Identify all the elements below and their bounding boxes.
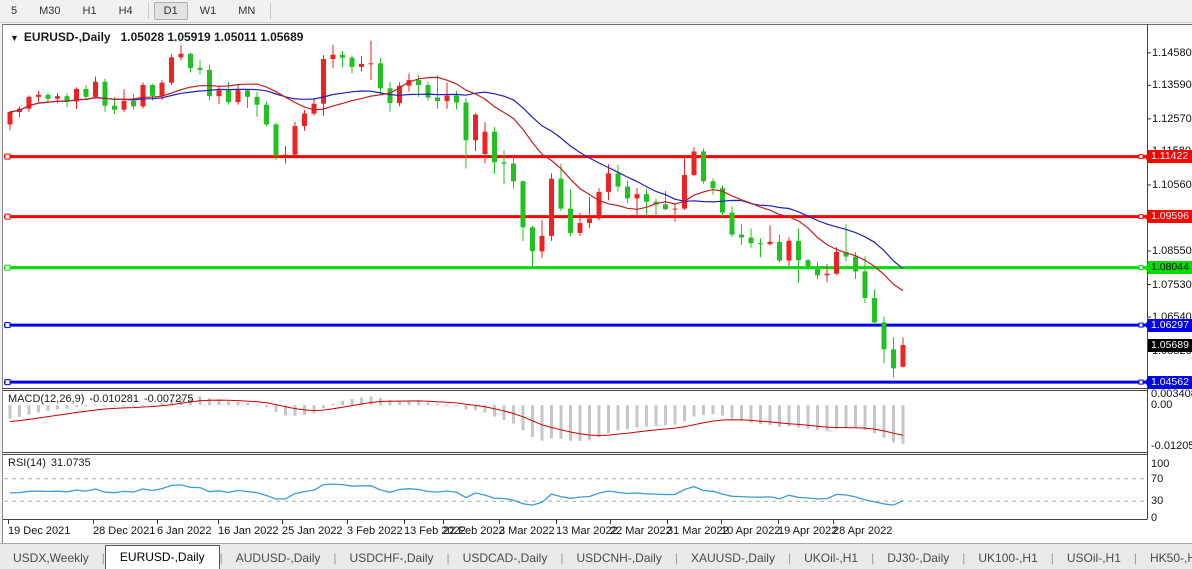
time-axis-label: 22 Mar 2022: [610, 525, 672, 537]
level-label-pointer: [1144, 321, 1148, 330]
time-axis-label: 19 Apr 2022: [778, 525, 838, 537]
tab-usdchf[interactable]: USDCHF-,Daily: [349, 551, 434, 565]
timeframe-button-5[interactable]: 5: [11, 5, 18, 17]
tab-usdcad[interactable]: USDCAD-,Daily: [462, 551, 548, 565]
tab-usdcnh[interactable]: USDCNH-,Daily: [576, 551, 662, 565]
time-axis-label: 28 Dec 2021: [93, 525, 156, 537]
tab-hk50[interactable]: HK50-,H1: [1150, 551, 1192, 565]
macd-axis-tick: -0.012058: [1151, 440, 1192, 453]
tab-separator: |: [674, 551, 678, 565]
level-label-pointer: [1144, 263, 1148, 272]
timeframe-button-mn[interactable]: MN: [238, 5, 256, 17]
timeframe-button-m30[interactable]: M30: [39, 5, 61, 17]
macd-main-value: -0.010281: [89, 393, 139, 405]
tab-xauusd[interactable]: XAUUSD-,Daily: [690, 551, 775, 565]
level-label-pointer: [1144, 378, 1148, 387]
tab-ukoil[interactable]: UKOil-,H1: [804, 551, 859, 565]
time-axis-label: 3 Mar 2022: [499, 525, 555, 537]
symbol-tabbar: USDX,Weekly | EURUSD-,Daily | AUDUSD-,Daily |…: [0, 543, 1192, 569]
price-axis-tick: 1.12570: [1152, 112, 1192, 125]
timeframe-button-h4[interactable]: H4: [118, 5, 133, 17]
rsi-axis-tick: 0: [1151, 512, 1158, 524]
price-axis-tick: 1.14580: [1152, 46, 1192, 59]
timeframe-button-d1[interactable]: D1: [153, 2, 188, 20]
chart-window[interactable]: [2, 24, 1192, 544]
tab-eurusd[interactable]: EURUSD-,Daily: [104, 545, 220, 569]
ohlc-values: 1.05028 1.05919 1.05011 1.05689: [120, 30, 304, 44]
timeframe-button-w1[interactable]: W1: [199, 5, 217, 17]
level-label-pointer: [1144, 152, 1148, 161]
tab-separator: |: [962, 551, 966, 565]
tab-separator: |: [333, 551, 337, 565]
time-axis-label: 16 Jan 2022: [218, 525, 279, 537]
time-axis-label: 25 Jan 2022: [282, 525, 343, 537]
price-axis-tick: 1.10560: [1152, 178, 1192, 191]
tab-separator: |: [1050, 551, 1054, 565]
rsi-axis-tick: 70: [1151, 472, 1164, 485]
time-axis-label: 19 Dec 2021: [8, 525, 71, 537]
tab-uk100[interactable]: UK100-,H1: [978, 551, 1038, 565]
current-price-label: 1.05689: [1148, 338, 1192, 352]
rsi-value: 31.0735: [50, 457, 91, 469]
tab-separator: |: [219, 551, 223, 565]
level-price-label: 1.08044: [1144, 261, 1192, 275]
toolbar-separator: [147, 3, 149, 19]
time-axis-label: 31 Mar 2022: [667, 525, 729, 537]
time-axis-label: 10 Apr 2022: [721, 525, 781, 537]
price-axis-tick: 1.08550: [1152, 245, 1192, 258]
timeframe-toolbar: 5 M30 H1 H4 D1 W1 MN: [0, 0, 1192, 23]
tab-separator: |: [101, 551, 105, 565]
tab-separator: |: [871, 551, 875, 565]
tab-usdx[interactable]: USDX,Weekly: [13, 551, 89, 565]
rsi-legend: RSI(14) 31.0735: [8, 457, 96, 469]
level-price-label: 1.04562: [1144, 375, 1192, 389]
level-price-label: 1.09596: [1144, 210, 1192, 224]
time-axis-label: 22 Feb 2022: [443, 525, 505, 537]
rsi-label: RSI(14): [8, 457, 46, 469]
tab-separator: |: [1133, 551, 1138, 565]
macd-label: MACD(12,26,9): [8, 393, 85, 405]
macd-legend: MACD(12,26,9) -0.010281 -0.007275: [8, 393, 199, 405]
rsi-axis-tick: 100: [1151, 458, 1170, 470]
macd-axis-tick: 0.003408: [1151, 387, 1192, 400]
price-axis-tick: 1.13590: [1152, 79, 1192, 92]
macd-axis-tick: 0.00: [1151, 399, 1173, 412]
tab-separator: |: [560, 551, 564, 565]
chevron-down-icon: ▼: [10, 33, 19, 43]
tab-usoil[interactable]: USOil-,H1: [1066, 551, 1121, 565]
level-price-label: 1.11422: [1144, 150, 1192, 164]
price-axis-tick: 1.07530: [1152, 278, 1192, 291]
tab-dj30[interactable]: DJ30-,Daily: [887, 551, 950, 565]
symbol-period-label: EURUSD-,Daily: [23, 30, 111, 44]
tab-separator: |: [446, 551, 450, 565]
tab-separator: |: [787, 551, 792, 565]
level-label-pointer: [1144, 212, 1148, 221]
time-axis-label: 13 Feb 2022: [404, 525, 466, 537]
rsi-axis-tick: 30: [1151, 495, 1164, 508]
time-axis-label: 28 Apr 2022: [833, 525, 893, 537]
chart-title: ▼ EURUSD-,Daily 1.05028 1.05919 1.05011 1.…: [10, 30, 303, 44]
timeframe-button-h1[interactable]: H1: [82, 5, 97, 17]
macd-signal-value: -0.007275: [143, 393, 194, 405]
time-axis-label: 13 Mar 2022: [556, 525, 618, 537]
time-axis-label: 3 Feb 2022: [347, 525, 403, 537]
tab-audusd[interactable]: AUDUSD-,Daily: [235, 551, 321, 565]
level-price-label: 1.06297: [1144, 318, 1192, 332]
time-axis-label: 6 Jan 2022: [157, 525, 212, 537]
toolbar-separator: [270, 3, 272, 19]
